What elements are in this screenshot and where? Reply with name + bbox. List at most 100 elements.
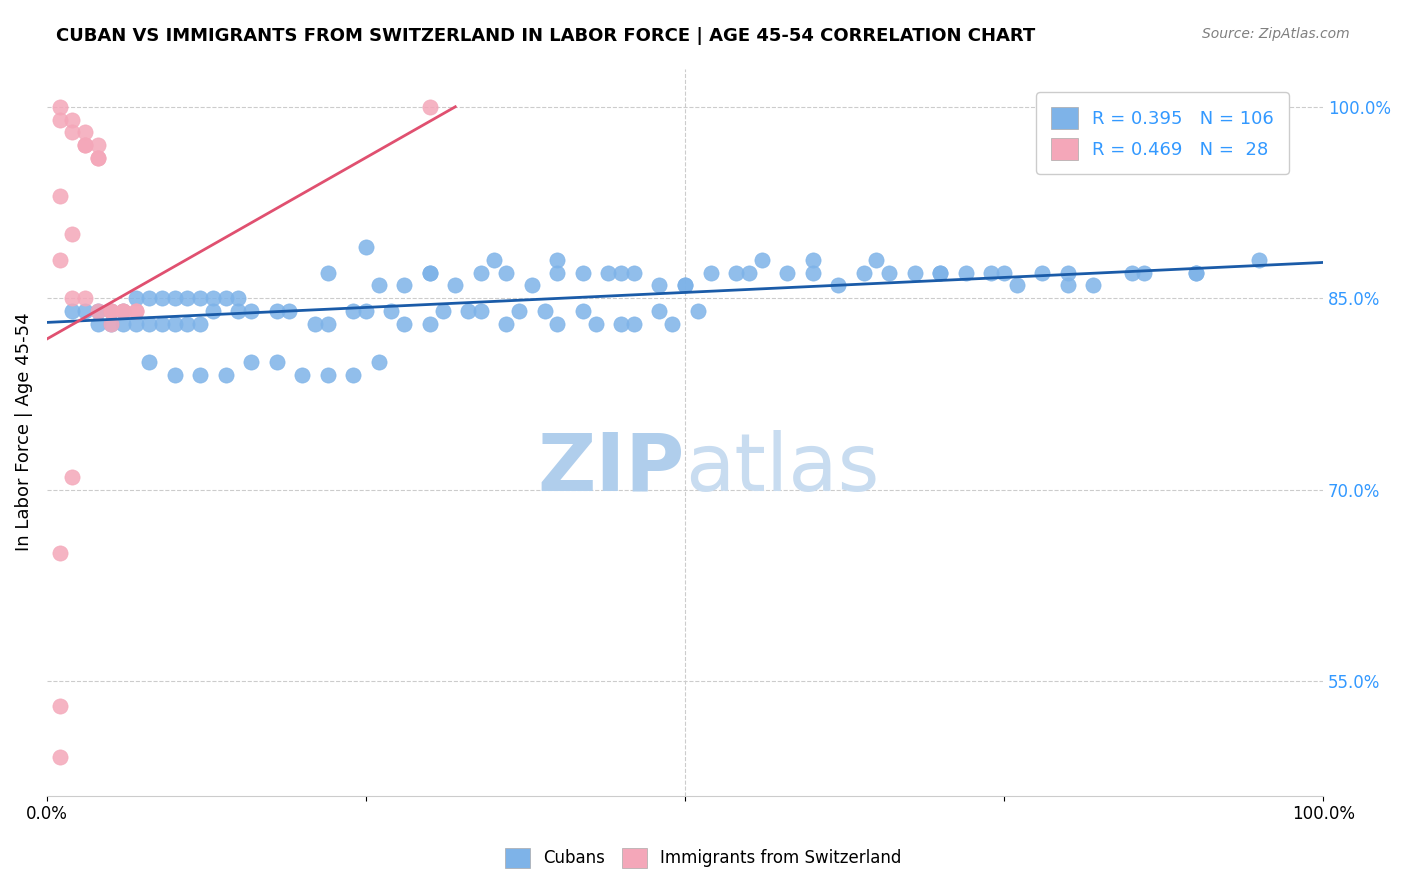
Point (457, 304, 479, 318)
Point (48, 112, 70, 127)
Point (316, 317, 339, 331)
Point (75, 138, 97, 153)
Point (546, 252, 568, 267)
Point (877, 266, 900, 280)
Point (572, 266, 595, 280)
Point (648, 278, 671, 293)
Point (150, 291, 173, 305)
Point (112, 304, 135, 318)
Point (1057, 266, 1080, 280)
Y-axis label: In Labor Force | Age 45-54: In Labor Force | Age 45-54 (15, 313, 32, 551)
Point (993, 266, 1015, 280)
Point (470, 266, 492, 280)
Point (661, 317, 683, 331)
Point (228, 304, 250, 318)
Point (163, 368, 186, 382)
Point (852, 266, 875, 280)
Point (201, 291, 224, 305)
Point (62, 291, 84, 305)
Point (163, 291, 186, 305)
Point (48, 699, 70, 714)
Point (533, 304, 555, 318)
Point (75, 138, 97, 153)
Point (75, 291, 97, 305)
Text: CUBAN VS IMMIGRANTS FROM SWITZERLAND IN LABOR FORCE | AGE 45-54 CORRELATION CHAR: CUBAN VS IMMIGRANTS FROM SWITZERLAND IN … (56, 27, 1035, 45)
Point (228, 291, 250, 305)
Point (342, 304, 364, 318)
Point (419, 266, 441, 280)
Point (100, 317, 122, 331)
Point (240, 304, 263, 318)
Point (751, 252, 773, 267)
Point (125, 291, 148, 305)
Point (394, 317, 416, 331)
Point (1057, 278, 1080, 293)
Point (266, 304, 288, 318)
Legend: Cubans, Immigrants from Switzerland: Cubans, Immigrants from Switzerland (498, 841, 908, 875)
Point (150, 317, 173, 331)
Point (419, 100, 441, 114)
Point (623, 317, 645, 331)
Point (48, 100, 70, 114)
Point (62, 304, 84, 318)
Point (100, 317, 122, 331)
Point (87, 317, 110, 331)
Point (304, 317, 326, 331)
Point (738, 266, 761, 280)
Point (278, 304, 301, 318)
Point (112, 304, 135, 318)
Point (48, 546, 70, 560)
Point (240, 355, 263, 369)
Point (482, 252, 505, 267)
Point (394, 278, 416, 293)
Point (138, 291, 160, 305)
Point (316, 368, 339, 382)
Point (865, 252, 887, 267)
Point (801, 252, 824, 267)
Point (444, 278, 467, 293)
Point (610, 317, 633, 331)
Point (572, 304, 595, 318)
Point (291, 368, 314, 382)
Point (367, 278, 389, 293)
Point (100, 304, 122, 318)
Point (112, 317, 135, 331)
Point (138, 355, 160, 369)
Point (62, 470, 84, 484)
Point (62, 227, 84, 242)
Point (87, 304, 110, 318)
Point (188, 368, 211, 382)
Point (1184, 266, 1206, 280)
Point (48, 252, 70, 267)
Point (354, 304, 377, 318)
Point (367, 355, 389, 369)
Point (955, 266, 977, 280)
Point (87, 151, 110, 165)
Point (1031, 266, 1053, 280)
Point (673, 278, 696, 293)
Point (75, 304, 97, 318)
Point (1005, 278, 1028, 293)
Point (138, 317, 160, 331)
Point (176, 317, 198, 331)
Point (125, 317, 148, 331)
Point (1249, 252, 1271, 267)
Point (610, 266, 633, 280)
Point (1184, 266, 1206, 280)
Point (201, 304, 224, 318)
Point (75, 125, 97, 139)
Point (62, 125, 84, 139)
Point (87, 304, 110, 318)
Point (904, 266, 927, 280)
Point (214, 291, 236, 305)
Point (1121, 266, 1143, 280)
Text: atlas: atlas (685, 430, 879, 508)
Point (623, 266, 645, 280)
Point (316, 266, 339, 280)
Point (188, 317, 211, 331)
Point (673, 278, 696, 293)
Point (980, 266, 1002, 280)
Point (699, 266, 721, 280)
Point (801, 266, 824, 280)
Point (929, 266, 952, 280)
